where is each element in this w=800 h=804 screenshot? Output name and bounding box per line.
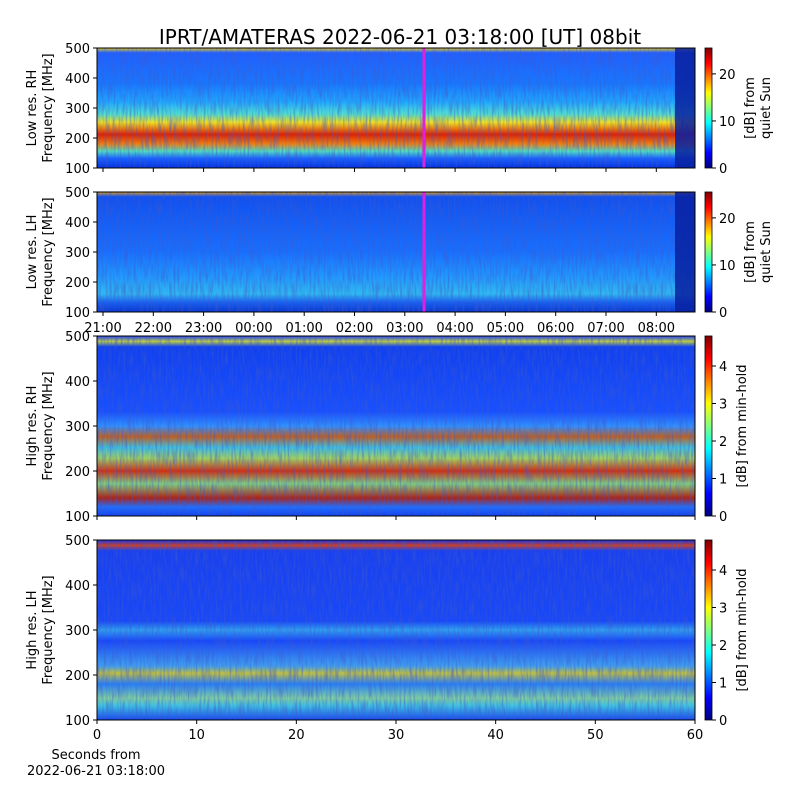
heatmap-texture (97, 540, 695, 720)
y-tick-label: 100 (65, 306, 90, 321)
y-tick-label: 200 (65, 465, 90, 480)
colorbar-tick-label: 4 (719, 564, 727, 579)
colorbar (704, 335, 713, 517)
heatmap-texture (97, 48, 695, 168)
y-axis-label-line: Frequency [MHz] (41, 53, 56, 162)
colorbar-tick-label: 10 (719, 259, 736, 274)
colorbar-label-line: [dB] from (743, 77, 758, 139)
y-tick-label: 400 (65, 579, 90, 594)
colorbar-tick-label: 0 (719, 714, 727, 729)
y-tick-label: 500 (65, 534, 90, 549)
no-data-strip (675, 48, 695, 168)
heatmap-texture (97, 192, 695, 312)
y-tick-label: 100 (65, 510, 90, 525)
y-tick-label: 200 (65, 276, 90, 291)
x-tick-label: 02:00 (336, 321, 373, 336)
x-axis-label: Seconds from (51, 748, 140, 763)
y-tick-label: 400 (65, 72, 90, 87)
colorbar-label: [dB] fromquiet Sun (743, 221, 774, 283)
x-tick-label: 07:00 (587, 321, 624, 336)
x-tick-label: 50 (587, 728, 604, 743)
y-axis-label-line: High res. RH (25, 386, 40, 467)
colorbar-tick-label: 1 (719, 473, 727, 488)
y-tick-label: 400 (65, 216, 90, 231)
x-tick-label: 30 (388, 728, 405, 743)
y-tick-label: 200 (65, 669, 90, 684)
y-tick-label: 100 (65, 162, 90, 177)
chart-title: IPRT/AMATERAS 2022-06-21 03:18:00 [UT] 0… (159, 25, 641, 49)
y-axis-label: High res. RHFrequency [MHz] (25, 371, 56, 480)
colorbar-label-line: [dB] from min-hold (735, 568, 750, 691)
x-tick-label: 22:00 (135, 321, 172, 336)
colorbar-label-line: quiet Sun (759, 221, 774, 283)
y-axis-label-line: Frequency [MHz] (41, 197, 56, 306)
x-tick-label: 20 (288, 728, 305, 743)
colorbar-tick-label: 0 (719, 162, 727, 177)
colorbar-label-line: [dB] from (743, 221, 758, 283)
x-tick-label: 06:00 (537, 321, 574, 336)
y-axis-label-line: Frequency [MHz] (41, 371, 56, 480)
y-tick-label: 300 (65, 246, 90, 261)
heatmap-texture (97, 336, 695, 516)
colorbar-tick-label: 20 (719, 68, 736, 83)
y-axis-label-line: Frequency [MHz] (41, 575, 56, 684)
y-axis-label: High res. LHFrequency [MHz] (25, 575, 56, 684)
colorbar-tick-label: 3 (719, 398, 727, 413)
x-tick-label: 60 (687, 728, 704, 743)
colorbar-tick-label: 10 (719, 115, 736, 130)
y-axis-label: Low res. RHFrequency [MHz] (25, 53, 56, 162)
colorbar-tick-label: 4 (719, 360, 727, 375)
x-tick-label: 03:00 (386, 321, 423, 336)
colorbar (704, 191, 713, 313)
x-tick-label: 21:00 (84, 321, 121, 336)
x-tick-label: 00:00 (235, 321, 272, 336)
colorbar-tick-label: 0 (719, 510, 727, 525)
colorbar-tick-label: 1 (719, 677, 727, 692)
x-tick-label: 10 (188, 728, 205, 743)
x-tick-label: 23:00 (185, 321, 222, 336)
colorbar-tick-label: 3 (719, 602, 727, 617)
colorbar-label-line: quiet Sun (759, 77, 774, 139)
y-tick-label: 500 (65, 42, 90, 57)
y-tick-label: 300 (65, 624, 90, 639)
y-tick-label: 100 (65, 714, 90, 729)
x-axis-label: 2022-06-21 03:18:00 (27, 764, 165, 779)
colorbar (704, 47, 713, 169)
y-axis-label-line: Low res. RH (25, 70, 40, 147)
colorbar-label: [dB] from min-hold (735, 568, 750, 691)
colorbar-label: [dB] from min-hold (735, 364, 750, 487)
colorbar-tick-label: 2 (719, 435, 727, 450)
y-tick-label: 200 (65, 132, 90, 147)
colorbar-label: [dB] fromquiet Sun (743, 77, 774, 139)
y-tick-label: 400 (65, 375, 90, 390)
y-tick-label: 500 (65, 330, 90, 345)
y-tick-label: 300 (65, 420, 90, 435)
colorbar-tick-label: 2 (719, 639, 727, 654)
colorbar-tick-label: 0 (719, 306, 727, 321)
no-data-strip (675, 192, 695, 312)
x-tick-label: 0 (93, 728, 101, 743)
y-axis-label-line: Low res. LH (25, 215, 40, 290)
x-tick-label: 01:00 (285, 321, 322, 336)
x-tick-label: 04:00 (436, 321, 473, 336)
colorbar (704, 539, 713, 721)
colorbar-tick-label: 20 (719, 212, 736, 227)
y-tick-label: 500 (65, 186, 90, 201)
y-axis-label-line: High res. LH (25, 590, 40, 669)
x-tick-label: 08:00 (638, 321, 675, 336)
y-axis-label: Low res. LHFrequency [MHz] (25, 197, 56, 306)
x-tick-label: 05:00 (487, 321, 524, 336)
colorbar-label-line: [dB] from min-hold (735, 364, 750, 487)
y-tick-label: 300 (65, 102, 90, 117)
x-tick-label: 40 (487, 728, 504, 743)
